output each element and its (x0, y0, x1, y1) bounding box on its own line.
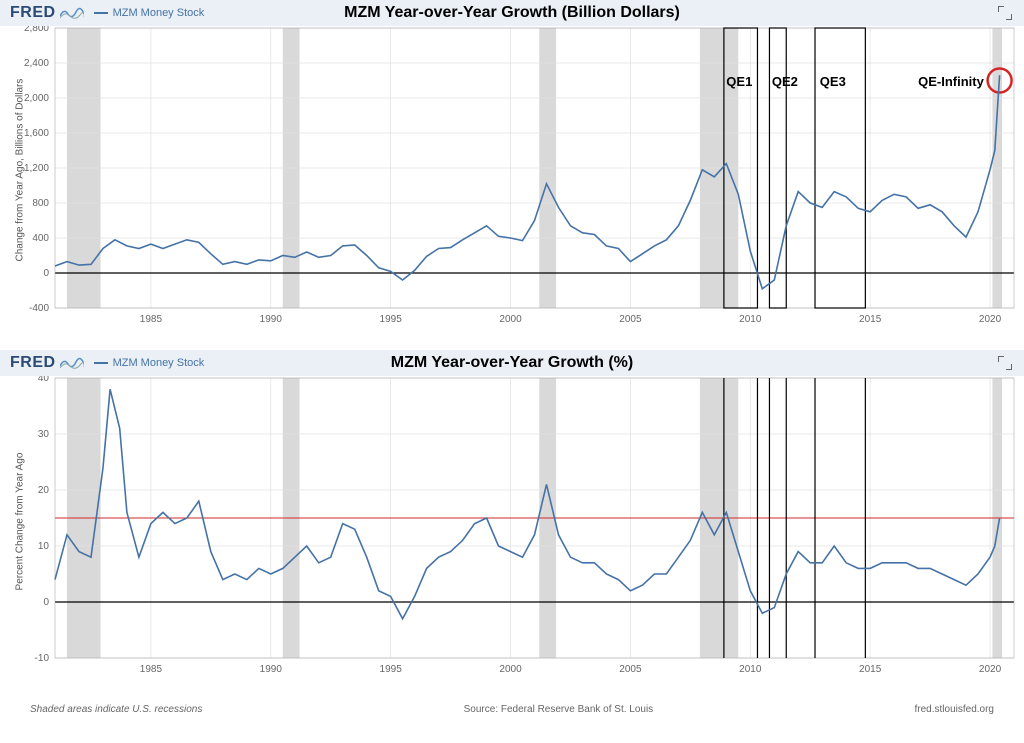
y-tick-label: -10 (35, 653, 50, 664)
y-tick-label: 1,200 (24, 163, 49, 174)
x-tick-label: 1990 (260, 664, 283, 675)
annotation-label: QE-Infinity (918, 74, 984, 89)
footer-right: fred.stlouisfed.org (915, 704, 995, 715)
y-axis-title: Percent Change from Year Ago (15, 432, 26, 612)
footer-center: Source: Federal Reserve Bank of St. Loui… (464, 704, 654, 715)
x-tick-label: 1985 (140, 664, 163, 675)
chart-footer: Shaded areas indicate U.S. recessions Sou… (0, 700, 1024, 719)
y-tick-label: 400 (32, 233, 49, 244)
chart-svg: -400 0 400 800 1,200 1,600 2,000 2,400 2,800 1985… (0, 26, 1024, 350)
y-tick-label: 30 (38, 429, 50, 440)
expand-icon[interactable] (998, 6, 1012, 20)
expand-icon[interactable] (998, 356, 1012, 370)
annotation-label: QE3 (820, 74, 846, 89)
chart-title: MZM Year-over-Year Growth (Billion Dolla… (344, 4, 680, 22)
chart-panel: FRED MZM Money Stock MZM Year-over-Year Gr… (0, 0, 1024, 350)
y-tick-label: 2,400 (24, 58, 49, 69)
x-tick-label: 2020 (979, 664, 1002, 675)
footer-left: Shaded areas indicate U.S. recessions (30, 704, 202, 715)
x-tick-label: 2005 (619, 314, 642, 325)
legend-swatch (94, 12, 108, 15)
annotation-label: QE1 (726, 74, 752, 89)
x-tick-label: 2010 (739, 664, 762, 675)
x-tick-label: 2015 (859, 314, 882, 325)
chart-header: FRED MZM Money Stock MZM Year-over-Year Gr… (0, 0, 1024, 26)
y-tick-label: 20 (38, 485, 50, 496)
annotation-label: QE2 (772, 74, 798, 89)
legend-label: MZM Money Stock (113, 7, 205, 19)
y-tick-label: 10 (38, 541, 50, 552)
chart-header: FRED MZM Money Stock MZM Year-over-Year Gr… (0, 350, 1024, 376)
fred-logo: FRED (10, 4, 56, 22)
y-tick-label: 40 (38, 376, 50, 384)
y-axis-title: Change from Year Ago, Billions of Dollar… (15, 82, 26, 262)
legend-label: MZM Money Stock (113, 357, 205, 369)
x-tick-label: 1995 (380, 664, 403, 675)
legend-swatch (94, 362, 108, 365)
x-tick-label: 1995 (380, 314, 403, 325)
chart-svg: -10 0 10 20 30 40 1985 1990 1995 2000 2005 2010 2015… (0, 376, 1024, 700)
x-tick-label: 2010 (739, 314, 762, 325)
y-tick-label: 2,000 (24, 93, 49, 104)
y-tick-label: 0 (43, 597, 49, 608)
plot-area[interactable]: -400 0 400 800 1,200 1,600 2,000 2,400 2,800 1985… (0, 26, 1024, 350)
y-tick-label: 800 (32, 198, 49, 209)
fred-wave-icon (60, 356, 84, 370)
y-tick-label: 1,600 (24, 128, 49, 139)
data-series (55, 75, 1000, 289)
data-series (55, 389, 1000, 619)
x-tick-label: 1985 (140, 314, 163, 325)
chart-panel: FRED MZM Money Stock MZM Year-over-Year Gr… (0, 350, 1024, 700)
y-tick-label: -400 (29, 303, 49, 314)
fred-logo: FRED (10, 354, 56, 372)
x-tick-label: 2015 (859, 664, 882, 675)
y-tick-label: 0 (43, 268, 49, 279)
x-tick-label: 2000 (499, 314, 522, 325)
chart-title: MZM Year-over-Year Growth (%) (391, 354, 633, 372)
x-tick-label: 1990 (260, 314, 283, 325)
y-tick-label: 2,800 (24, 26, 49, 34)
x-tick-label: 2020 (979, 314, 1002, 325)
x-tick-label: 2000 (499, 664, 522, 675)
plot-area[interactable]: -10 0 10 20 30 40 1985 1990 1995 2000 2005 2010 2015… (0, 376, 1024, 700)
x-tick-label: 2005 (619, 664, 642, 675)
fred-wave-icon (60, 6, 84, 20)
